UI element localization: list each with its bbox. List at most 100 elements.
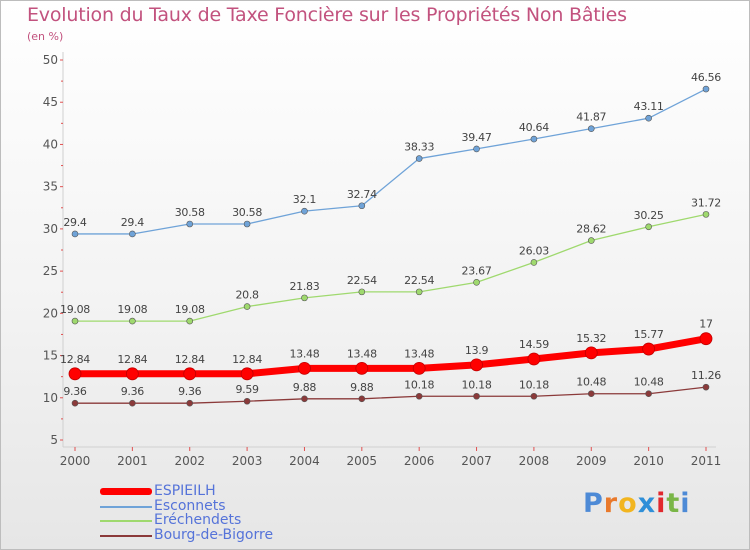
x-tick-label: 2001 — [117, 454, 148, 468]
chart-title: Evolution du Taux de Taxe Foncière sur l… — [27, 4, 627, 26]
data-label-er-chendets: 20.8 — [235, 289, 259, 302]
legend-label-erechendets: Eréchendets — [154, 512, 242, 528]
data-point-esconnets — [415, 155, 423, 162]
data-label-espieilh: 15.32 — [576, 332, 606, 345]
data-label-espieilh: 12.84 — [117, 353, 147, 366]
logo-letter: i — [680, 488, 691, 519]
data-label-esconnets: 39.47 — [462, 131, 492, 144]
data-point-espieilh — [470, 358, 483, 372]
y-tick-label: 20 — [43, 306, 58, 320]
data-label-bourg-de-bigorre: 9.36 — [178, 385, 202, 398]
x-tick-label: 2009 — [576, 454, 607, 468]
data-point-er-chendets — [243, 303, 251, 310]
data-point-er-chendets — [645, 223, 652, 231]
data-label-espieilh: 15.77 — [634, 328, 664, 341]
data-label-esconnets: 30.58 — [232, 206, 262, 219]
y-tick-label: 10 — [43, 391, 58, 405]
data-label-bourg-de-bigorre: 9.36 — [63, 385, 87, 398]
data-label-er-chendets: 28.62 — [576, 223, 606, 236]
data-label-espieilh: 13.48 — [404, 347, 434, 360]
data-point-esconnets — [587, 125, 595, 132]
data-point-er-chendets — [186, 317, 194, 325]
data-label-bourg-de-bigorre: 10.18 — [519, 378, 549, 391]
data-label-er-chendets: 31.72 — [691, 196, 721, 209]
y-tick-label: 50 — [43, 53, 58, 67]
y-tick-label: 15 — [43, 349, 58, 363]
data-point-bourg-de-bigorre — [530, 392, 538, 400]
data-label-espieilh: 12.84 — [232, 353, 262, 366]
data-point-esconnets — [358, 202, 366, 210]
data-label-esconnets: 30.58 — [175, 206, 205, 219]
data-point-espieilh — [527, 352, 541, 366]
legend-swatch-bourg-de-bigorre — [100, 534, 152, 537]
y-tick-label: 35 — [43, 180, 58, 194]
data-point-espieilh — [68, 367, 82, 381]
x-tick-label: 2002 — [174, 454, 205, 468]
data-label-esconnets: 32.74 — [347, 188, 377, 201]
series-line-bourg-de-bigorre — [74, 386, 707, 404]
data-label-espieilh: 17 — [699, 318, 713, 331]
y-tick-label: 45 — [43, 95, 58, 109]
data-point-espieilh — [355, 361, 369, 375]
logo-letter: P — [583, 488, 604, 519]
logo-letter: r — [603, 488, 619, 519]
data-point-er-chendets — [702, 211, 710, 218]
data-point-bourg-de-bigorre — [129, 399, 136, 407]
data-label-bourg-de-bigorre: 9.59 — [235, 383, 259, 396]
data-point-er-chendets — [473, 279, 480, 286]
data-point-bourg-de-bigorre — [645, 390, 652, 398]
y-tick-label: 40 — [43, 137, 58, 151]
data-point-esconnets — [473, 145, 480, 153]
data-point-er-chendets — [530, 259, 538, 266]
x-tick-label: 2006 — [404, 454, 435, 468]
data-label-bourg-de-bigorre: 10.18 — [462, 378, 492, 391]
logo-letter: o — [618, 488, 638, 519]
data-point-esconnets — [71, 230, 79, 238]
data-label-esconnets: 40.64 — [519, 121, 549, 134]
data-label-esconnets: 41.87 — [576, 111, 606, 124]
data-point-espieilh — [642, 342, 656, 356]
data-point-esconnets — [129, 230, 136, 238]
data-label-er-chendets: 21.83 — [289, 280, 319, 293]
legend-label-esconnets: Esconnets — [154, 497, 226, 514]
data-label-bourg-de-bigorre: 10.18 — [404, 378, 434, 391]
data-label-er-chendets: 22.54 — [404, 274, 434, 287]
legend-swatch-erechendets — [100, 520, 152, 522]
legend-label-bourg-de-bigorre: Bourg-de-Bigorre — [154, 526, 274, 543]
logo-letter: x — [637, 488, 657, 519]
data-point-bourg-de-bigorre — [702, 383, 710, 391]
x-tick-label: 2003 — [232, 454, 263, 468]
data-label-er-chendets: 30.25 — [634, 209, 664, 222]
x-tick-label: 2011 — [691, 454, 722, 468]
data-label-er-chendets: 22.54 — [347, 274, 377, 287]
x-tick-label: 2010 — [633, 454, 664, 468]
chart-subtitle: (en %) — [27, 30, 64, 43]
data-point-bourg-de-bigorre — [301, 395, 308, 403]
data-point-bourg-de-bigorre — [186, 399, 194, 407]
data-label-espieilh: 14.59 — [519, 338, 549, 351]
y-tick-label: 5 — [50, 433, 58, 447]
x-tick-label: 2004 — [289, 454, 320, 468]
data-point-esconnets — [702, 85, 710, 93]
proxiti-logo: Proxiti — [583, 488, 691, 519]
data-point-espieilh — [412, 361, 426, 375]
data-point-espieilh — [298, 361, 311, 375]
data-point-esconnets — [186, 220, 194, 228]
data-label-er-chendets: 23.67 — [462, 264, 492, 277]
data-label-bourg-de-bigorre: 11.26 — [691, 369, 721, 382]
data-label-er-chendets: 19.08 — [175, 303, 205, 316]
data-point-bourg-de-bigorre — [415, 392, 423, 400]
data-point-esconnets — [301, 207, 308, 215]
data-point-bourg-de-bigorre — [473, 392, 480, 400]
legend-label-espieilh: ESPIEILH — [154, 483, 216, 499]
x-tick-label: 2000 — [60, 454, 91, 468]
data-label-er-chendets: 26.03 — [519, 244, 549, 257]
data-label-bourg-de-bigorre: 9.88 — [350, 381, 374, 394]
series-line-esconnets — [74, 88, 707, 235]
data-label-er-chendets: 19.08 — [117, 303, 147, 316]
data-label-bourg-de-bigorre: 10.48 — [576, 376, 606, 389]
data-label-esconnets: 38.33 — [404, 141, 434, 154]
data-label-esconnets: 29.4 — [121, 216, 145, 229]
